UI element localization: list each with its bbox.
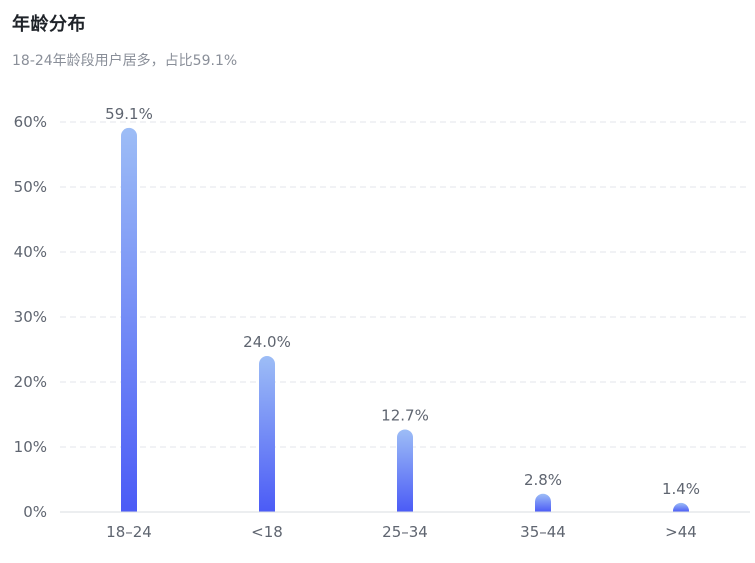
data-label: 12.7% [381,406,429,424]
bar-3[interactable] [535,493,551,512]
chart-subtitle: 18-24年龄段用户居多，占比59.1% [12,53,238,69]
x-axis: 18–24 <18 25–34 35–44 >44 [60,511,750,541]
bar-1[interactable] [259,356,275,512]
y-tick-label: 10% [14,438,47,456]
y-tick-label: 30% [14,308,47,326]
data-label: 2.8% [524,471,562,489]
x-tick-label: 35–44 [520,523,566,541]
grid-lines [60,121,750,448]
bars: 59.1% 24.0% 12.7% 2.8% 1.4% [105,105,700,512]
data-label: 24.0% [243,333,291,351]
y-tick-label: 0% [23,503,47,521]
bar-4[interactable] [673,502,689,512]
y-tick-label: 50% [14,178,47,196]
x-tick-label: >44 [665,523,697,541]
y-tick-label: 60% [14,113,47,131]
y-tick-label: 20% [14,373,47,391]
bar-0[interactable] [121,127,137,512]
data-label: 59.1% [105,105,153,123]
chart-title: 年龄分布 [12,14,86,35]
x-tick-label: 18–24 [106,523,152,541]
x-tick-label: <18 [251,523,283,541]
bar-2[interactable] [397,429,413,512]
x-tick-label: 25–34 [382,523,428,541]
data-label: 1.4% [662,480,700,498]
y-tick-label: 40% [14,243,47,261]
y-axis: 0% 10% 20% 30% 40% 50% 60% [14,113,47,521]
